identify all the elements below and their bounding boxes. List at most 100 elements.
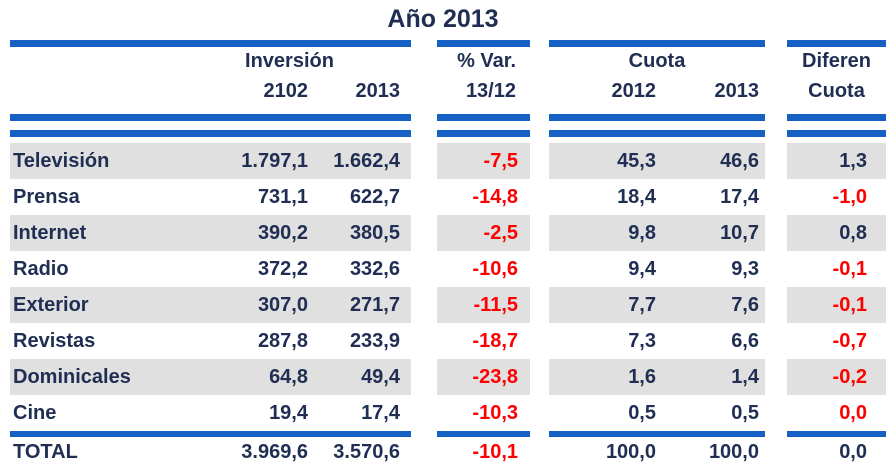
header-var-13-12: 13/12 bbox=[465, 80, 516, 102]
row-group-diferencia: 1,3 bbox=[787, 143, 886, 179]
inversion-2013-value: 1.662,4 bbox=[333, 149, 400, 172]
row-group-diferencia: 0,0 bbox=[787, 395, 886, 431]
inversion-2012-value: 3.969,6 bbox=[241, 441, 308, 463]
cuota-2013-value: 9,3 bbox=[731, 257, 759, 280]
row-group-var: -10,6 bbox=[437, 251, 530, 287]
header-row-years: 2102 2013 13/12 2012 2013 Cuota bbox=[10, 76, 886, 107]
header-group-diferencia: Diferen bbox=[787, 50, 886, 73]
var-13-12-value: -7,5 bbox=[483, 149, 518, 172]
table-row: Revistas 287,8 233,9 -18,7 7,3 6,6 -0,7 bbox=[10, 323, 886, 359]
divider-segment bbox=[787, 40, 886, 47]
cuota-2012-value: 18,4 bbox=[617, 185, 656, 208]
header-label-spacer bbox=[10, 80, 168, 103]
inversion-2013-value: 233,9 bbox=[349, 329, 400, 352]
row-group-var: -23,8 bbox=[437, 359, 530, 395]
header-cuota: Cuota bbox=[628, 50, 686, 72]
row-group-cuota: 45,3 46,6 bbox=[549, 143, 765, 179]
inversion-2013-value: 271,7 bbox=[349, 293, 400, 316]
cuota-2013-value: 46,6 bbox=[720, 149, 759, 172]
row-group-var: -10,1 bbox=[437, 437, 530, 468]
inversion-2012-value: 731,1 bbox=[257, 185, 308, 208]
header-cuota-2013: 2013 bbox=[714, 80, 760, 102]
header-inversion-years: 2102 2013 bbox=[10, 80, 411, 103]
divider-segment bbox=[787, 114, 886, 121]
cuota-2012-value: 45,3 bbox=[617, 149, 656, 172]
inversion-2013-value: 49,4 bbox=[361, 365, 400, 388]
row-group-diferencia: -0,1 bbox=[787, 287, 886, 323]
row-group-cuota: 7,3 6,6 bbox=[549, 323, 765, 359]
total-row-container: TOTAL 3.969,6 3.570,6 -10,1 100,0 100,0 … bbox=[0, 437, 886, 468]
var-13-12-value: -10,3 bbox=[472, 401, 518, 424]
divider-segment bbox=[10, 40, 411, 47]
divider-segment bbox=[437, 114, 530, 121]
row-group-var: -11,5 bbox=[437, 287, 530, 323]
row-group-var: -14,8 bbox=[437, 179, 530, 215]
row-group-inversion: Cine 19,4 17,4 bbox=[10, 395, 411, 431]
cuota-2012-value: 9,8 bbox=[628, 221, 656, 244]
table-row: Dominicales 64,8 49,4 -23,8 1,6 1,4 -0,2 bbox=[10, 359, 886, 395]
diferencia-cuota-value: -0,7 bbox=[832, 329, 867, 352]
var-13-12-value: -11,5 bbox=[473, 293, 518, 316]
inversion-2012-value: 1.797,1 bbox=[241, 149, 308, 172]
row-group-inversion: TOTAL 3.969,6 3.570,6 bbox=[10, 437, 411, 468]
row-group-inversion: Exterior 307,0 271,7 bbox=[10, 287, 411, 323]
divider-bar-body-top bbox=[10, 130, 886, 137]
divider-segment bbox=[437, 130, 530, 137]
divider-segment bbox=[10, 114, 411, 121]
header-inversion-2013: 2013 bbox=[355, 80, 401, 102]
inversion-2012-value: 390,2 bbox=[257, 221, 308, 244]
cuota-2013-value: 7,6 bbox=[731, 293, 759, 316]
table-row: Radio 372,2 332,6 -10,6 9,4 9,3 -0,1 bbox=[10, 251, 886, 287]
cuota-2012-value: 1,6 bbox=[628, 365, 656, 388]
table-row: Exterior 307,0 271,7 -11,5 7,7 7,6 -0,1 bbox=[10, 287, 886, 323]
inversion-2012-value: 287,8 bbox=[257, 329, 308, 352]
row-group-diferencia: 0,8 bbox=[787, 215, 886, 251]
divider-bar-header-bottom bbox=[10, 114, 886, 121]
divider-segment bbox=[10, 431, 411, 437]
var-13-12-value: -14,8 bbox=[472, 185, 518, 208]
table-row: TOTAL 3.969,6 3.570,6 -10,1 100,0 100,0 … bbox=[10, 437, 886, 468]
cuota-2012-value: 7,7 bbox=[628, 293, 656, 316]
row-label: Revistas bbox=[13, 329, 96, 352]
cuota-2012-value: 7,3 bbox=[628, 329, 656, 352]
table-row: Internet 390,2 380,5 -2,5 9,8 10,7 0,8 bbox=[10, 215, 886, 251]
row-group-var: -2,5 bbox=[437, 215, 530, 251]
inversion-2013-value: 3.570,6 bbox=[333, 441, 400, 463]
header-group-inversion: Inversión bbox=[10, 50, 411, 73]
row-label: TOTAL bbox=[13, 441, 78, 463]
table-row: Cine 19,4 17,4 -10,3 0,5 0,5 0,0 bbox=[10, 395, 886, 431]
row-label: Radio bbox=[13, 257, 69, 280]
divider-segment bbox=[437, 431, 530, 437]
header-group-cuota: Cuota bbox=[549, 50, 765, 73]
row-group-diferencia: -0,7 bbox=[787, 323, 886, 359]
row-label: Dominicales bbox=[13, 365, 131, 388]
var-13-12-value: -2,5 bbox=[483, 221, 518, 244]
row-group-diferencia: 0,0 bbox=[787, 437, 886, 468]
var-13-12-value: -18,7 bbox=[472, 329, 518, 352]
row-group-cuota: 9,8 10,7 bbox=[549, 215, 765, 251]
divider-segment bbox=[549, 40, 765, 47]
inversion-2013-value: 17,4 bbox=[361, 401, 400, 424]
row-group-cuota: 9,4 9,3 bbox=[549, 251, 765, 287]
diferencia-cuota-value: 1,3 bbox=[839, 149, 867, 172]
table-body: Televisión 1.797,1 1.662,4 -7,5 45,3 46,… bbox=[0, 143, 886, 431]
diferencia-cuota-value: -1,0 bbox=[832, 185, 867, 208]
divider-segment bbox=[549, 431, 765, 437]
diferencia-cuota-value: 0,8 bbox=[839, 221, 867, 244]
report-table-page: Año 2013 Inversión % Var. Cuota Diferen … bbox=[0, 3, 886, 471]
cuota-2013-value: 6,6 bbox=[731, 329, 759, 352]
header-inversion: Inversión bbox=[245, 50, 334, 72]
row-group-cuota: 1,6 1,4 bbox=[549, 359, 765, 395]
inversion-2012-value: 64,8 bbox=[269, 365, 308, 388]
header-cuota-2012: 2012 bbox=[611, 80, 657, 102]
cuota-2013-value: 17,4 bbox=[720, 185, 759, 208]
divider-segment bbox=[787, 130, 886, 137]
diferencia-cuota-value: -0,1 bbox=[832, 257, 867, 280]
row-group-cuota: 18,4 17,4 bbox=[549, 179, 765, 215]
inversion-2013-value: 332,6 bbox=[349, 257, 400, 280]
row-group-inversion: Prensa 731,1 622,7 bbox=[10, 179, 411, 215]
inversion-2012-value: 372,2 bbox=[257, 257, 308, 280]
cuota-2013-value: 10,7 bbox=[720, 221, 759, 244]
divider-segment bbox=[787, 431, 886, 437]
table-row: Televisión 1.797,1 1.662,4 -7,5 45,3 46,… bbox=[10, 143, 886, 179]
